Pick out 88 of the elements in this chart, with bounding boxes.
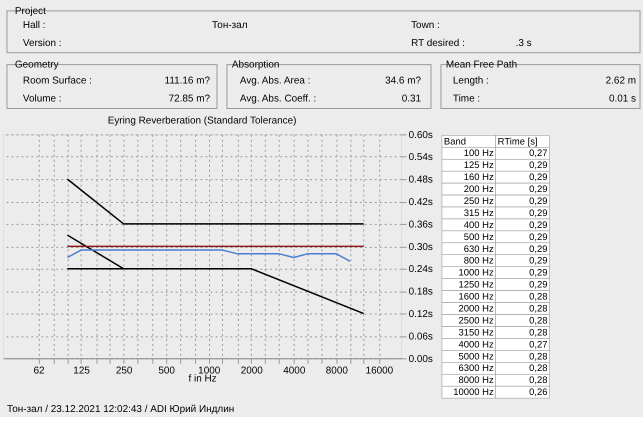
text: Volume :	[22, 94, 62, 104]
text: 500 Hz	[464, 232, 494, 243]
text: 0,29	[529, 280, 548, 291]
text: 250 Hz	[464, 196, 494, 208]
text: 0.31	[402, 94, 422, 104]
text: 72.85 m?	[168, 94, 210, 104]
text: 0,29	[529, 184, 548, 196]
text: 0,29	[529, 196, 548, 208]
text: 111.16 m?	[164, 76, 210, 87]
text: 100 Hz	[464, 148, 494, 160]
x-axis-title: f in Hz	[188, 374, 217, 385]
y-tick-label: 0.00s	[408, 354, 433, 365]
text: Тон-зал	[212, 20, 248, 31]
text: Length :	[452, 76, 489, 87]
text: 0,29	[529, 208, 548, 219]
text: 200 Hz	[464, 184, 494, 196]
text: 0,28	[529, 292, 548, 303]
x-tick-label: 125	[73, 366, 90, 377]
x-tick-label: 8000	[326, 366, 348, 377]
text: Avg. Abs. Area :	[240, 76, 310, 87]
text: .3 s	[516, 38, 532, 49]
text: Project	[14, 6, 46, 17]
text: 800 Hz	[464, 256, 494, 267]
text: RT desired :	[411, 38, 465, 49]
text: 0,29	[529, 268, 548, 279]
text: 125 Hz	[464, 160, 494, 172]
y-tick-label: 0.30s	[408, 242, 433, 253]
x-tick-label: 2000	[240, 366, 264, 377]
text: 0,28	[529, 363, 548, 374]
text: 1000 Hz	[458, 268, 494, 279]
text: Absorption	[232, 60, 280, 71]
text: 0,29	[529, 256, 548, 267]
text: 0,28	[529, 315, 548, 326]
text: 0,28	[529, 375, 548, 386]
text: 10000 Hz	[453, 387, 494, 398]
y-tick-label: 0.42s	[408, 197, 433, 208]
y-tick-label: 0.06s	[408, 331, 433, 342]
text: 3150 Hz	[458, 327, 494, 338]
text: 0,27	[529, 148, 548, 160]
text: 0,29	[529, 244, 548, 255]
text: 1600 Hz	[458, 292, 494, 303]
x-tick-label: 62	[34, 366, 46, 377]
text: Hall :	[22, 20, 46, 31]
text: Band	[444, 136, 466, 148]
chart-title: Eyring Reverberation (Standard Tolerance)	[108, 115, 296, 126]
text: 34.6 m?	[385, 76, 422, 87]
text: 0,29	[529, 160, 548, 172]
text: 0,28	[529, 304, 548, 315]
text: Mean Free Path	[446, 60, 518, 71]
text: 2.62 m	[606, 76, 636, 87]
text: 2000 Hz	[458, 304, 494, 315]
x-tick-label: 4000	[283, 366, 306, 377]
y-tick-label: 0.18s	[408, 286, 433, 298]
text: 315 Hz	[464, 208, 494, 219]
y-tick-label: 0.48s	[408, 174, 433, 186]
y-tick-label: 0.24s	[408, 264, 433, 276]
text: 0.01 s	[608, 94, 636, 104]
text: Geometry	[14, 60, 59, 71]
text: Тон-зал / 23.12.2021 12:02:43 / ADI Юрий Индлин	[6, 404, 234, 416]
text: Avg. Abs. Coeff. :	[240, 94, 316, 104]
text: Town :	[411, 20, 440, 31]
x-tick-label: 250	[116, 366, 133, 377]
text: 0,28	[529, 351, 548, 362]
y-tick-label: 0.54s	[408, 152, 433, 164]
y-tick-label: 0.36s	[408, 219, 433, 230]
text: 0,29	[529, 172, 548, 184]
text: 1250 Hz	[458, 280, 494, 291]
text: 630 Hz	[464, 244, 494, 255]
text: RTime [s]	[498, 136, 538, 148]
text: 0,26	[529, 387, 548, 398]
text: Time :	[452, 94, 480, 104]
text: Room Surface :	[22, 76, 92, 87]
text: 0,29	[529, 232, 548, 243]
text: 0,28	[529, 327, 548, 338]
text: Version :	[22, 38, 62, 49]
text: 160 Hz	[464, 172, 494, 184]
text: 0,29	[529, 220, 548, 231]
y-tick-label: 0.12s	[408, 308, 433, 320]
text: 6300 Hz	[458, 363, 494, 374]
text: 4000 Hz	[458, 339, 494, 350]
x-tick-label: 16000	[366, 366, 394, 377]
x-tick-label: 500	[158, 366, 176, 377]
y-tick-label: 0.60s	[408, 130, 433, 141]
text: 0,27	[529, 339, 548, 350]
text: 2500 Hz	[458, 315, 494, 326]
text: 5000 Hz	[458, 351, 494, 362]
text: 400 Hz	[464, 220, 494, 231]
text: 8000 Hz	[458, 375, 494, 386]
